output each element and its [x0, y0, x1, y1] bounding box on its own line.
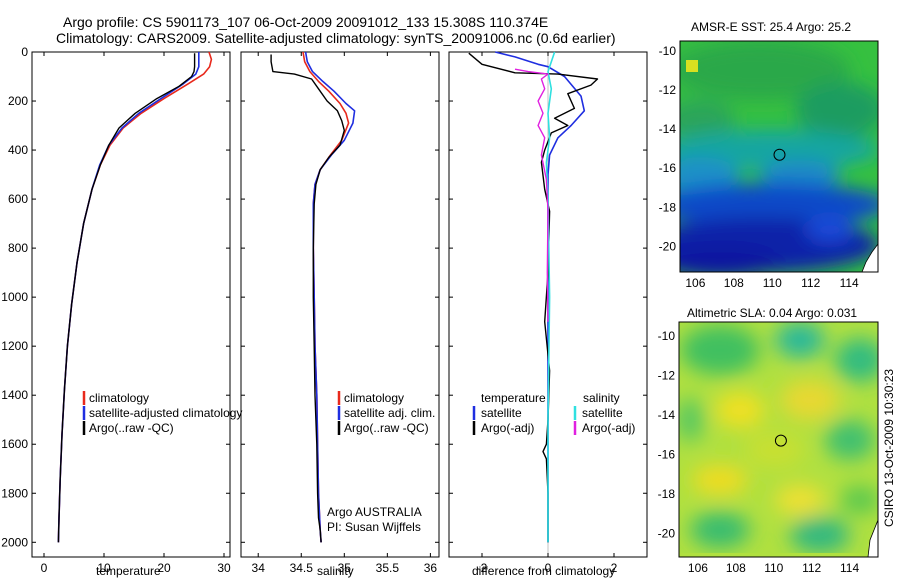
x-tick-label: 10 — [97, 561, 111, 575]
sst-map-title: AMSR-E SST: 25.4 Argo: 25.2 — [691, 20, 851, 34]
x-tick-label: 0 — [41, 561, 48, 575]
map-x-tick-label: 112 — [801, 276, 820, 290]
y-tick-label: 1000 — [1, 290, 28, 304]
sst-argo-location-marker — [773, 148, 786, 161]
map-y-tick-label: -20 — [658, 526, 676, 540]
legend-label-climatology: climatology — [89, 391, 149, 405]
legend-label-climatology: climatology — [344, 391, 404, 405]
series-line-difference-2 — [545, 51, 556, 543]
csiro-timestamp: CSIRO 13-Oct-2009 10:30:23 — [882, 369, 896, 527]
map-y-tick-label: -14 — [658, 408, 676, 422]
y-tick-label: 1200 — [1, 339, 28, 353]
map-y-tick-label: -12 — [658, 368, 676, 382]
series-line-difference-1 — [468, 52, 599, 543]
map-x-tick-label: 106 — [685, 276, 705, 290]
series-line-temperature-1 — [57, 52, 200, 543]
y-tick-label: 400 — [8, 143, 28, 157]
temperature-plot-frame — [31, 51, 231, 558]
legend-title-temperature: temperature — [481, 391, 546, 405]
salinity-xlabel: salinity — [317, 564, 354, 578]
salinity-series-group — [270, 51, 356, 543]
difference-series-group — [468, 51, 599, 557]
legend-label-argo: Argo(..raw -QC) — [89, 421, 174, 435]
x-tick-label: 35 — [338, 561, 352, 575]
x-tick-label: 2 — [611, 561, 618, 575]
y-tick-label: 200 — [8, 94, 28, 108]
map-y-tick-label: -16 — [658, 447, 676, 461]
legend-label-sal-argo: Argo(-adj) — [582, 421, 635, 435]
legend-title-salinity: salinity — [583, 391, 620, 405]
salinity-plot-frame — [240, 51, 440, 558]
series-line-temperature-2 — [57, 53, 196, 543]
map-x-tick-label: 110 — [763, 276, 782, 290]
x-tick-label: 34.5 — [290, 561, 314, 575]
legend-label-satellite: satellite-adjusted climatology — [89, 406, 242, 420]
legend-label-temp-argo: Argo(-adj) — [481, 421, 534, 435]
y-tick-label: 0 — [21, 45, 28, 59]
map-y-tick-label: -14 — [659, 122, 677, 136]
map-x-tick-label: 112 — [802, 561, 821, 575]
y-tick-label: 1600 — [1, 437, 28, 451]
legend-label-satellite: satellite adj. clim. — [344, 406, 435, 420]
map-x-tick-label: 108 — [726, 561, 746, 575]
series-line-difference-3 — [514, 68, 549, 322]
y-tick-label: 800 — [8, 241, 28, 255]
pi-annotation: PI: Susan Wijffels — [327, 520, 421, 534]
x-tick-label: 34 — [252, 561, 266, 575]
x-tick-label: 20 — [157, 561, 171, 575]
x-tick-label: 36 — [424, 561, 438, 575]
map-x-tick-label: 114 — [840, 276, 859, 290]
x-tick-label: -2 — [477, 561, 488, 575]
sla-map-image — [679, 322, 878, 557]
legend-label-temp-satellite: satellite — [481, 406, 522, 420]
series-line-salinity-2 — [270, 54, 345, 543]
y-tick-label: 600 — [8, 192, 28, 206]
difference-legend: temperature salinity satellite Argo(-adj… — [472, 391, 635, 435]
x-tick-label: 35.5 — [376, 561, 400, 575]
series-line-salinity-0 — [302, 51, 350, 543]
series-line-temperature-0 — [57, 51, 213, 543]
legend-label-argo: Argo(..raw -QC) — [344, 421, 429, 435]
map-y-tick-label: -10 — [659, 44, 677, 58]
sst-map-image — [680, 41, 878, 272]
map-x-tick-label: 114 — [840, 561, 859, 575]
axis-ticks-group: 0 10 20 30020040060080010001200140016001800… — [1, 44, 859, 575]
map-y-tick-label: -12 — [659, 83, 677, 97]
map-y-tick-label: -10 — [658, 329, 676, 343]
figure-title-line2: Climatology: CARS2009. Satellite-adjuste… — [56, 30, 616, 46]
map-y-tick-label: -20 — [659, 240, 677, 254]
argo-program-annotation: Argo AUSTRALIA — [327, 505, 422, 519]
temperature-xlabel: temperature — [96, 564, 161, 578]
x-tick-label: 0 — [545, 561, 552, 575]
sst-map-frame — [679, 40, 879, 273]
temperature-series-group — [57, 51, 213, 543]
figure-title-line1: Argo profile: CS 5901173_107 06-Oct-2009… — [63, 14, 548, 30]
map-x-tick-label: 106 — [688, 561, 708, 575]
sla-argo-location-marker — [774, 434, 787, 447]
legend-label-sal-satellite: satellite — [582, 406, 623, 420]
salinity-legend: climatology satellite adj. clim. Argo(..… — [337, 391, 435, 435]
y-tick-label: 1800 — [1, 486, 28, 500]
difference-xlabel: difference from climatology — [472, 564, 615, 578]
sla-map-frame — [678, 321, 879, 558]
map-y-tick-label: -18 — [658, 487, 676, 501]
map-x-tick-label: 108 — [724, 276, 744, 290]
y-tick-label: 1400 — [1, 388, 28, 402]
map-x-tick-label: 110 — [764, 561, 783, 575]
series-line-difference-0 — [495, 51, 586, 543]
temperature-legend: climatology satellite-adjusted climatolo… — [82, 391, 242, 435]
y-tick-label: 2000 — [1, 535, 28, 549]
sla-map-title: Altimetric SLA: 0.04 Argo: 0.031 — [687, 306, 857, 320]
map-y-tick-label: -18 — [659, 200, 677, 214]
x-tick-label: 30 — [217, 561, 231, 575]
map-y-tick-label: -16 — [659, 161, 677, 175]
